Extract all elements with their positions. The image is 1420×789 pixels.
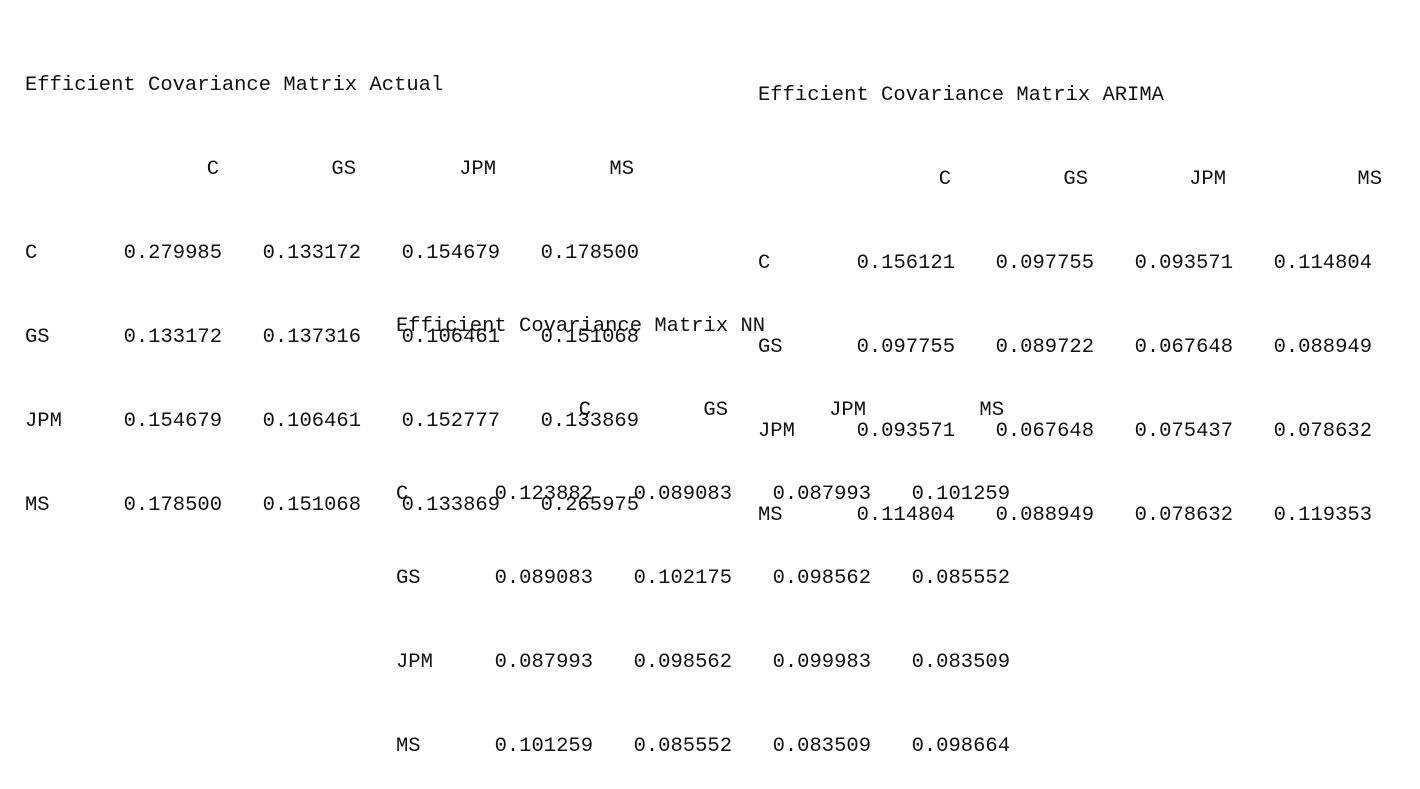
- matrix-cell: 0.156121: [856, 252, 955, 275]
- row-label: JPM: [396, 651, 433, 674]
- row-label: GS: [396, 567, 421, 590]
- column-header: MS: [979, 399, 1004, 422]
- matrix-cell: 0.101259: [911, 483, 1010, 506]
- matrix-row: MS 0.101259 0.085552 0.083509 0.098664: [396, 733, 1010, 761]
- matrix-cell: 0.106461: [262, 410, 361, 433]
- matrix-cell: 0.075437: [1134, 420, 1233, 443]
- matrix-row: JPM 0.154679 0.106461 0.152777 0.133869: [25, 408, 639, 436]
- matrix-header-row: C GS JPM MS: [25, 156, 639, 184]
- matrix-cell: 0.085552: [633, 735, 732, 758]
- matrix-cell: 0.119353: [1273, 504, 1372, 527]
- matrix-cell: 0.067648: [995, 420, 1094, 443]
- matrix-cell: 0.089722: [995, 336, 1094, 359]
- matrix-cell: 0.154679: [401, 242, 500, 265]
- matrix-row: C 0.279985 0.133172 0.154679 0.178500: [25, 240, 639, 268]
- matrix-cell: 0.279985: [123, 242, 222, 265]
- row-label: GS: [25, 326, 50, 349]
- matrix-cell: 0.133172: [123, 326, 222, 349]
- row-label: GS: [758, 336, 783, 359]
- column-header: GS: [331, 158, 356, 181]
- matrix-cell: 0.154679: [123, 410, 222, 433]
- row-label: C: [758, 252, 771, 275]
- matrix-cell: 0.089083: [494, 567, 593, 590]
- matrix-cell: 0.151068: [540, 326, 639, 349]
- matrix-row: C 0.156121 0.097755 0.093571 0.114804: [758, 250, 1382, 278]
- matrix-cell: 0.093571: [856, 420, 955, 443]
- matrix-cell: 0.078632: [1273, 420, 1372, 443]
- matrix-cell: 0.137316: [262, 326, 361, 349]
- matrix-cell: 0.078632: [1134, 504, 1233, 527]
- matrix-cell: 0.067648: [1134, 336, 1233, 359]
- row-label: MS: [396, 735, 421, 758]
- matrix-row: GS 0.133172 0.137316 0.106461 0.151068: [25, 324, 639, 352]
- matrix-cell: 0.114804: [1273, 252, 1372, 275]
- matrix-cell: 0.123882: [494, 483, 593, 506]
- matrix-cell: 0.083509: [772, 735, 871, 758]
- matrix-cell: 0.083509: [911, 651, 1010, 674]
- matrix-cell: 0.093571: [1134, 252, 1233, 275]
- matrix-cell: 0.101259: [494, 735, 593, 758]
- matrix-cell: 0.133869: [540, 410, 639, 433]
- matrix-header-row: C GS JPM MS: [758, 166, 1382, 194]
- matrix-cell: 0.097755: [995, 252, 1094, 275]
- matrix-title: Efficient Covariance Matrix NN: [396, 315, 766, 338]
- column-header: MS: [609, 158, 634, 181]
- column-header: MS: [1357, 168, 1382, 191]
- column-header: C: [938, 168, 951, 191]
- matrix-cell: 0.178500: [123, 494, 222, 517]
- matrix-cell: 0.088949: [1273, 336, 1372, 359]
- matrix-row: GS 0.089083 0.102175 0.098562 0.085552: [396, 565, 1010, 593]
- matrix-row: GS 0.097755 0.089722 0.067648 0.088949: [758, 334, 1382, 362]
- matrix-cell: 0.085552: [911, 567, 1010, 590]
- row-label: MS: [25, 494, 50, 517]
- row-label: JPM: [758, 420, 795, 443]
- matrix-cell: 0.102175: [633, 567, 732, 590]
- column-header: JPM: [829, 399, 866, 422]
- column-header: GS: [703, 399, 728, 422]
- row-label: C: [25, 242, 38, 265]
- header-corner: [25, 156, 83, 184]
- matrix-title: Efficient Covariance Matrix ARIMA: [758, 84, 1164, 107]
- matrix-cell: 0.099983: [772, 651, 871, 674]
- column-header: GS: [1063, 168, 1088, 191]
- matrix-cell: 0.098562: [633, 651, 732, 674]
- row-label: C: [396, 483, 409, 506]
- column-header: C: [206, 158, 219, 181]
- matrix-cell: 0.098562: [772, 567, 871, 590]
- matrix-cell: 0.097755: [856, 336, 955, 359]
- row-label: JPM: [25, 410, 62, 433]
- header-corner: [396, 397, 454, 425]
- matrix-cell: 0.098664: [911, 735, 1010, 758]
- matrix-cell: 0.089083: [633, 483, 732, 506]
- matrix-cell: 0.087993: [772, 483, 871, 506]
- matrix-cell: 0.151068: [262, 494, 361, 517]
- matrix-cell: 0.152777: [401, 410, 500, 433]
- matrix-cell: 0.087993: [494, 651, 593, 674]
- matrix-cell: 0.178500: [540, 242, 639, 265]
- column-header: JPM: [1189, 168, 1226, 191]
- covariance-matrix-nn: Efficient Covariance Matrix NN C GS JPM …: [396, 257, 1010, 789]
- matrix-cell: 0.106461: [401, 326, 500, 349]
- column-header: C: [578, 399, 591, 422]
- matrix-title: Efficient Covariance Matrix Actual: [25, 74, 444, 97]
- matrix-header-row: C GS JPM MS: [396, 397, 1010, 425]
- matrix-cell: 0.133172: [262, 242, 361, 265]
- column-header: JPM: [459, 158, 496, 181]
- matrix-row: C 0.123882 0.089083 0.087993 0.101259: [396, 481, 1010, 509]
- header-corner: [758, 166, 816, 194]
- matrix-row: JPM 0.093571 0.067648 0.075437 0.078632: [758, 418, 1382, 446]
- matrix-row: JPM 0.087993 0.098562 0.099983 0.083509: [396, 649, 1010, 677]
